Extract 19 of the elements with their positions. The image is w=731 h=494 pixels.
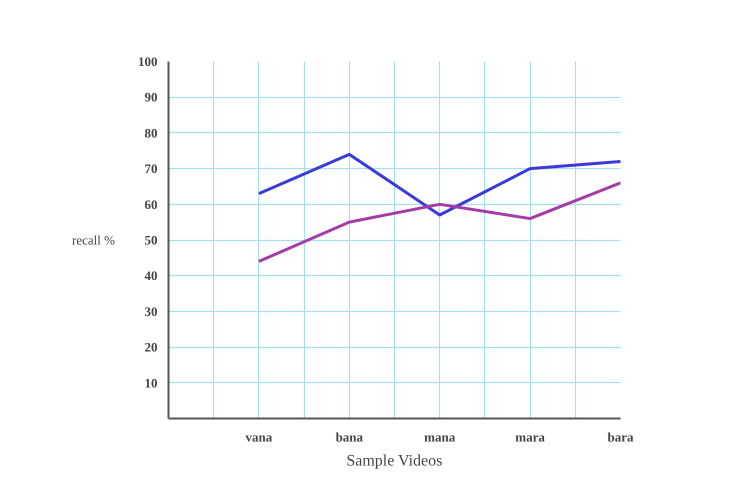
line-series: [257, 152, 620, 217]
line-series: [257, 181, 620, 263]
y-tick-label: 40: [144, 268, 158, 284]
x-axis-title: Sample Videos: [346, 452, 442, 470]
x-tick-label: vana: [246, 430, 273, 444]
y-tick-label: 30: [144, 304, 158, 319]
y-tick-label: 80: [144, 125, 158, 140]
x-tick-label: mana: [424, 430, 456, 444]
y-tick-label: 100: [138, 54, 158, 69]
y-axis-title: recall %: [72, 232, 116, 248]
y-tick-label: 70: [144, 161, 158, 176]
y-tick-label: 20: [144, 340, 158, 355]
y-tick-label: 90: [144, 90, 158, 105]
x-tick-label: bara: [608, 430, 634, 444]
y-tick-label: 10: [144, 375, 158, 390]
x-tick-label: bana: [336, 430, 364, 444]
x-tick-label: mara: [515, 430, 546, 444]
y-tick-label: 60: [144, 196, 158, 212]
y-tick-label: 50: [144, 232, 158, 248]
